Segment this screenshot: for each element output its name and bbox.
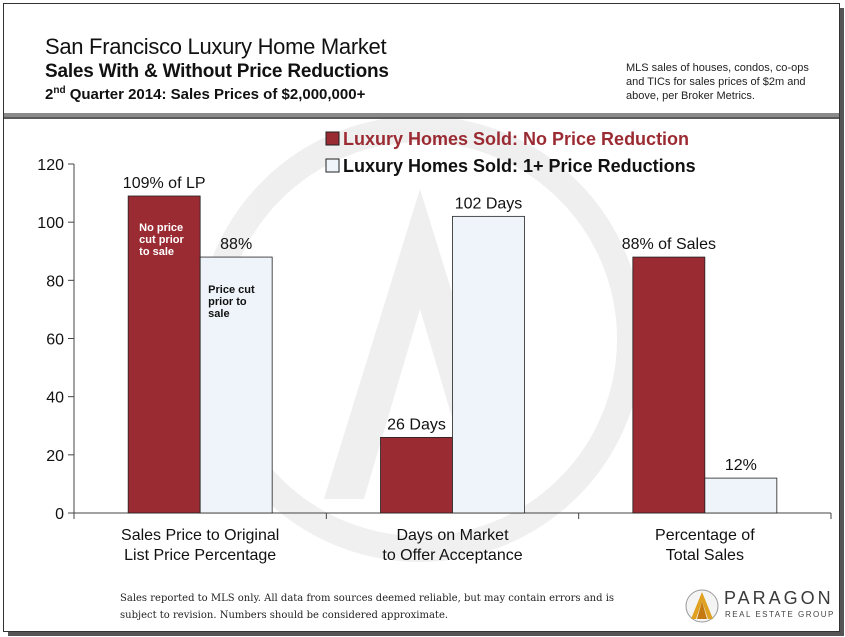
data-label: 12% — [725, 457, 757, 474]
legend-swatch — [325, 131, 340, 146]
y-tick-label: 0 — [55, 506, 64, 523]
data-label: 102 Days — [455, 195, 523, 212]
chart-legend: Luxury Homes Sold: No Price Reduction Lux… — [325, 129, 696, 176]
page-subtitle: Sales With & Without Price Reductions — [45, 61, 389, 82]
data-label: 109% of LP — [123, 175, 206, 192]
x-category-label-line: Percentage of — [655, 527, 755, 544]
bar-annotation: No price cut prior to sale — [139, 222, 184, 258]
bar-annotation: Price cut prior to sale — [208, 284, 255, 320]
frame-shadow-right — [840, 8, 844, 635]
bar-with-reduction — [452, 215, 525, 514]
y-tick-label: 80 — [46, 273, 64, 290]
page-subtitle-period: 2nd Quarter 2014: Sales Prices of $2,000… — [45, 85, 365, 103]
bar-annotation-line: prior to — [208, 296, 247, 308]
bar-annotation-line: Price cut — [208, 284, 255, 296]
bar-no-reduction — [380, 436, 453, 514]
y-tick-label: 60 — [46, 332, 64, 349]
x-category-label: Percentage of Total Sales — [655, 527, 755, 564]
bar-with-reduction — [199, 256, 273, 514]
x-category-label-line: List Price Percentage — [124, 547, 276, 564]
legend-swatch — [325, 158, 340, 173]
data-label: 88% of Sales — [622, 236, 716, 253]
logo-subtitle: REAL ESTATE GROUP — [725, 610, 835, 619]
page-title: San Francisco Luxury Home Market — [45, 34, 387, 59]
y-tick-label: 120 — [37, 157, 64, 174]
source-note: MLS sales of houses, condos, co-ops and … — [626, 62, 809, 102]
x-category-label-line: Total Sales — [666, 547, 744, 564]
bar-annotation-line: sale — [208, 308, 229, 320]
data-label: 88% — [220, 236, 252, 253]
legend-label: Luxury Homes Sold: No Price Reduction — [343, 129, 689, 149]
period-ordinal: nd — [53, 85, 66, 96]
header-divider — [4, 113, 839, 117]
period-number: 2 — [45, 86, 54, 103]
y-tick-label: 20 — [46, 448, 64, 465]
y-tick-label: 100 — [37, 215, 64, 232]
bar-annotation-line: to sale — [139, 246, 174, 258]
bar-chart: Luxury Homes Sold: No Price Reduction Lux… — [37, 119, 832, 564]
frame-shadow-bottom — [8, 632, 844, 636]
x-category-label-line: Days on Market — [396, 527, 509, 544]
period-text: Quarter 2014: Sales Prices of $2,000,000… — [65, 86, 366, 103]
disclaimer-text: Sales reported to MLS only. All data fro… — [120, 593, 615, 621]
legend-label: Luxury Homes Sold: 1+ Price Reductions — [343, 156, 696, 176]
x-category-label-line: Sales Price to Original — [121, 527, 279, 544]
header-divider-line — [4, 117, 839, 119]
logo-name: PARAGON — [724, 588, 834, 608]
x-category-label: Sales Price to Original List Price Percen… — [121, 527, 279, 564]
bar-no-reduction — [632, 256, 706, 514]
logo-emblem-icon — [685, 589, 719, 623]
plot-area: 0 20 40 60 80 100 120 109% of LP 26 Days 88% of S… — [37, 157, 832, 564]
data-label: 26 Days — [387, 416, 446, 433]
y-tick-label: 40 — [46, 390, 64, 407]
bar-with-reduction — [704, 477, 778, 514]
paragon-logo: PARAGON REAL ESTATE GROUP — [685, 587, 835, 627]
bar-annotation-line: No price — [139, 222, 183, 234]
slide-frame: San Francisco Luxury Home Market Sales W… — [3, 3, 840, 632]
bar-annotation-line: cut prior — [139, 234, 184, 246]
x-category-label-line: to Offer Acceptance — [382, 547, 522, 564]
x-category-label: Days on Market to Offer Acceptance — [382, 527, 522, 564]
header: San Francisco Luxury Home Market Sales W… — [4, 4, 839, 119]
